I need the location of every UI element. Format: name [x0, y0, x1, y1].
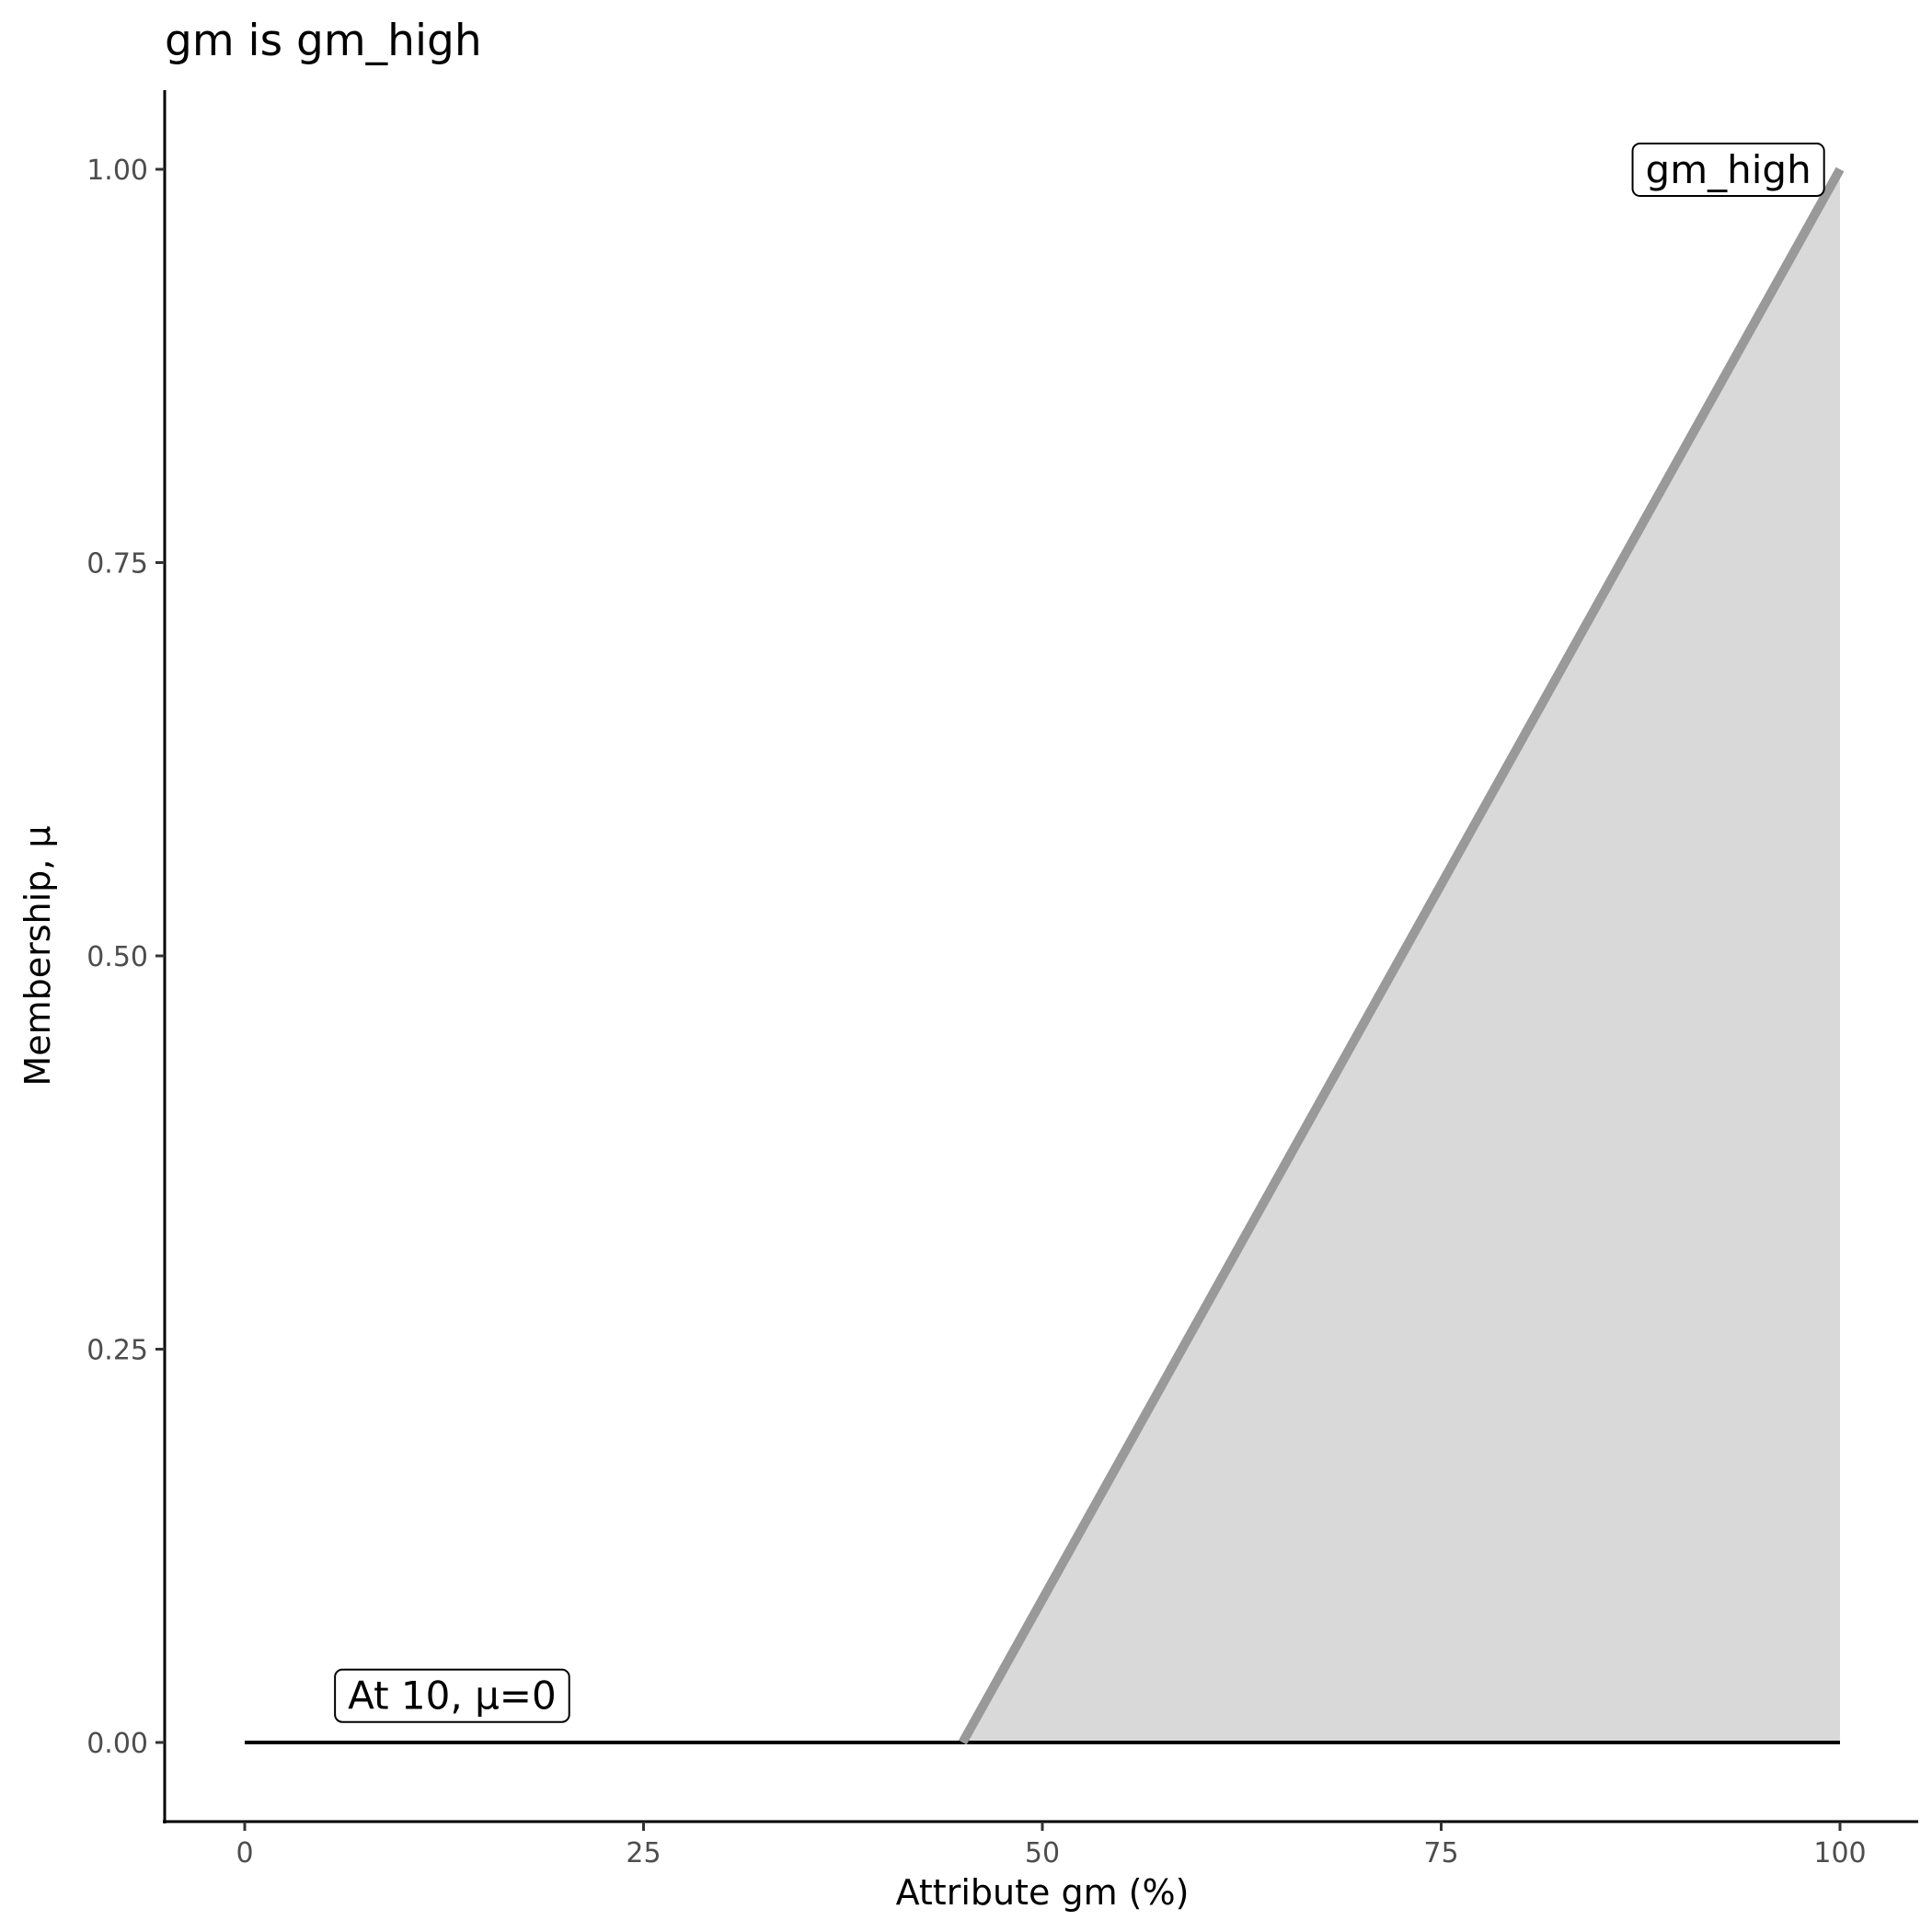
annotation-label: gm_high — [1631, 143, 1825, 197]
annotation-box — [1631, 143, 1825, 197]
annotation-text: gm_high — [1646, 147, 1811, 192]
x-tick-label: 0 — [236, 1837, 253, 1869]
x-tick-label: 100 — [1813, 1837, 1866, 1869]
chart-title: gm is gm_high — [165, 16, 482, 66]
y-tick-label: 1.00 — [86, 155, 148, 187]
x-axis-title: Attribute gm (%) — [896, 1872, 1190, 1913]
membership-line — [958, 167, 1845, 1745]
x-tick-label: 75 — [1423, 1837, 1458, 1869]
annotation-text: At 10, μ=0 — [348, 1673, 557, 1719]
y-tick-label: 0.00 — [86, 1728, 148, 1760]
x-ticks: 0 25 50 75 100 — [236, 1822, 1867, 1869]
membership-area — [245, 169, 1840, 1742]
y-ticks: 0.00 0.25 0.50 0.75 1.00 — [86, 155, 165, 1760]
y-tick-label: 0.75 — [86, 548, 148, 581]
annotation-box — [334, 1668, 570, 1723]
x-tick-label: 50 — [1025, 1837, 1060, 1869]
y-tick-label: 0.25 — [86, 1335, 148, 1367]
y-tick-label: 0.50 — [86, 941, 148, 973]
annotation-label: At 10, μ=0 — [334, 1668, 570, 1723]
y-axis-title: Membership, μ — [17, 825, 58, 1086]
x-tick-label: 25 — [626, 1837, 661, 1869]
plot-area: gm_high At 10, μ=0 — [245, 143, 1845, 1745]
